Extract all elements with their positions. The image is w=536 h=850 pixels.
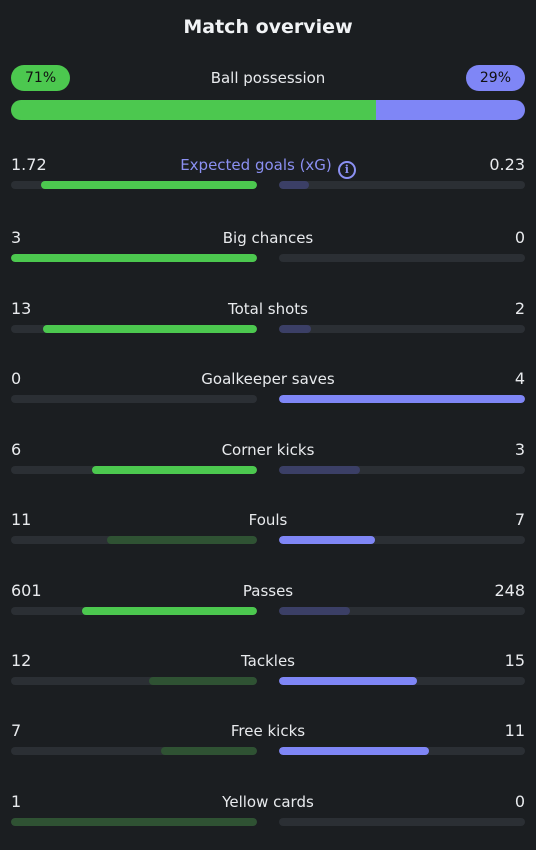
stat-row: 3 Big chances 0	[11, 227, 525, 273]
away-stat-track	[279, 747, 525, 755]
away-stat-value: 0	[514, 792, 525, 811]
stat-label: Fouls	[71, 509, 465, 531]
away-stat-fill	[279, 747, 430, 755]
stat-row: 13 Total shots 2	[11, 298, 525, 344]
home-stat-track	[11, 395, 257, 403]
home-stat-track	[11, 818, 257, 826]
home-stat-fill	[40, 181, 257, 189]
stat-label-text: Free kicks	[230, 722, 306, 740]
away-stat-value: 15	[504, 651, 525, 670]
home-stat-value: 6	[11, 440, 22, 459]
stat-label-text: Passes	[242, 582, 294, 600]
stat-row: 0 Goalkeeper saves 4	[11, 368, 525, 414]
home-stat-track	[11, 254, 257, 262]
stat-label-text: Yellow cards	[222, 793, 314, 811]
home-possession-badge: 71%	[11, 65, 71, 91]
stat-label-text: Big chances	[222, 229, 314, 247]
page-title: Match overview	[183, 16, 353, 38]
away-stat-value: 4	[514, 369, 525, 388]
away-stat-track	[279, 607, 525, 615]
away-stat-track	[279, 254, 525, 262]
away-stat-track	[279, 677, 525, 685]
home-stat-fill	[42, 325, 257, 333]
away-stat-fill	[279, 607, 351, 615]
stat-row: 12 Tackles 15	[11, 650, 525, 696]
possession-bar	[11, 100, 525, 120]
stat-label: Big chances	[71, 227, 465, 249]
home-stat-value: 7	[11, 721, 22, 740]
away-stat-fill	[279, 466, 361, 474]
home-stat-value: 1.72	[11, 155, 47, 174]
possession-header: 71% Ball possession 29%	[11, 65, 525, 91]
possession-home-fill	[11, 100, 376, 120]
away-stat-value: 7	[514, 510, 525, 529]
stat-label[interactable]: Expected goals (xG) i	[71, 154, 465, 179]
stat-label-text: Total shots	[228, 300, 308, 318]
stat-row: 601 Passes 248	[11, 580, 525, 626]
away-stat-value: 248	[494, 581, 525, 600]
away-stat-track	[279, 181, 525, 189]
away-stat-fill	[279, 677, 417, 685]
possession-away-fill	[375, 100, 525, 120]
home-stat-value: 601	[11, 581, 42, 600]
stat-label: Passes	[71, 580, 465, 602]
home-stat-track	[11, 325, 257, 333]
away-stat-track	[279, 395, 525, 403]
home-stat-fill	[92, 466, 257, 474]
home-stat-fill	[82, 607, 257, 615]
home-stat-fill	[161, 747, 257, 755]
stat-label-text: Tackles	[240, 652, 296, 670]
stat-row: 6 Corner kicks 3	[11, 439, 525, 485]
away-possession-badge: 29%	[465, 65, 525, 91]
away-stat-value: 0	[514, 228, 525, 247]
away-stat-value: 11	[504, 721, 525, 740]
home-stat-value: 0	[11, 369, 22, 388]
home-stat-value: 1	[11, 792, 22, 811]
home-stat-track	[11, 466, 257, 474]
stat-label: Tackles	[71, 650, 465, 672]
home-stat-value: 3	[11, 228, 22, 247]
home-stat-fill	[106, 536, 257, 544]
stat-label-text: Goalkeeper saves	[201, 370, 335, 388]
away-stat-fill	[279, 395, 525, 403]
stat-row: 1 Yellow cards 0	[11, 791, 525, 837]
home-stat-track	[11, 607, 257, 615]
home-stat-fill	[11, 254, 257, 262]
away-stat-track	[279, 536, 525, 544]
away-stat-track	[279, 325, 525, 333]
away-stat-fill	[279, 181, 309, 189]
stat-label: Corner kicks	[71, 439, 465, 461]
away-stat-fill	[279, 536, 375, 544]
away-stat-track	[279, 466, 525, 474]
stat-label: Goalkeeper saves	[71, 368, 465, 390]
away-stat-track	[279, 818, 525, 826]
stat-row: 7 Free kicks 11	[11, 720, 525, 766]
home-stat-track	[11, 747, 257, 755]
home-stat-fill	[148, 677, 257, 685]
stat-row: 1.72 Expected goals (xG) i 0.23	[11, 154, 525, 200]
away-stat-fill	[279, 325, 311, 333]
stat-label-text: Expected goals (xG)	[180, 156, 332, 174]
stat-label: Yellow cards	[71, 791, 465, 813]
home-stat-track	[11, 181, 257, 189]
away-stat-value: 2	[514, 299, 525, 318]
away-stat-value: 0.23	[489, 155, 525, 174]
home-stat-track	[11, 536, 257, 544]
possession-label: Ball possession	[210, 69, 326, 87]
stat-label-text: Corner kicks	[221, 441, 315, 459]
away-stat-value: 3	[514, 440, 525, 459]
home-stat-value: 11	[11, 510, 32, 529]
home-stat-track	[11, 677, 257, 685]
home-stat-value: 13	[11, 299, 32, 318]
stat-row: 11 Fouls 7	[11, 509, 525, 555]
stat-label: Free kicks	[71, 720, 465, 742]
home-stat-value: 12	[11, 651, 32, 670]
stat-label: Total shots	[71, 298, 465, 320]
stat-label-text: Fouls	[248, 511, 288, 529]
info-icon[interactable]: i	[337, 161, 356, 179]
home-stat-fill	[11, 818, 257, 826]
